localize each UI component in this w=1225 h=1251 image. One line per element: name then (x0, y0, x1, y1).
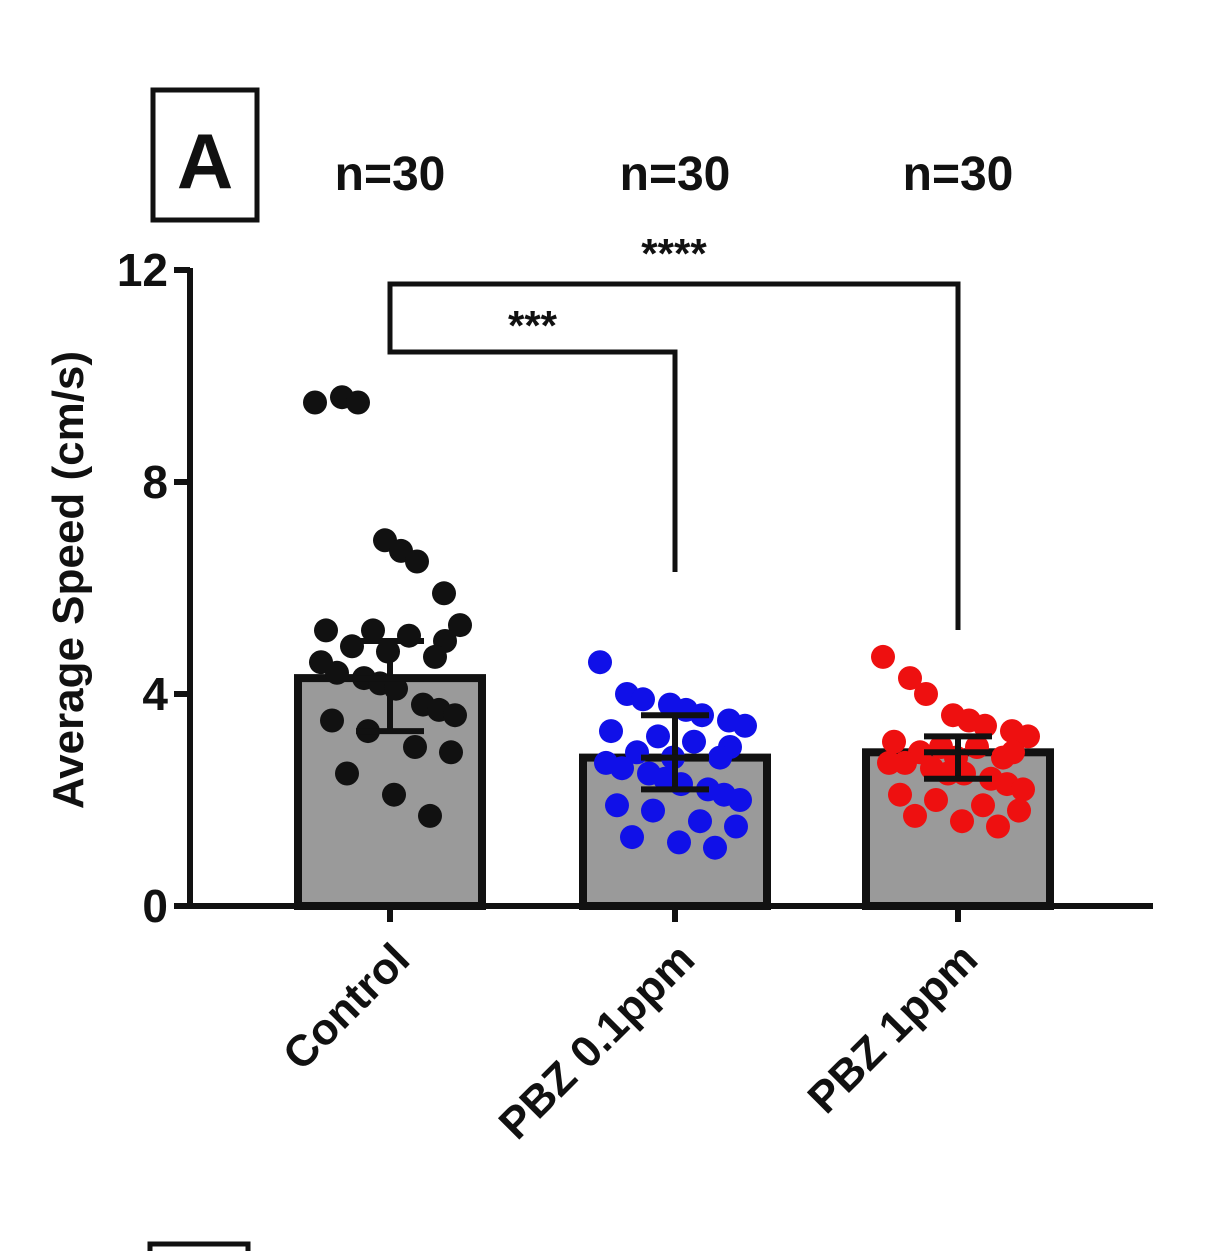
next-panel-box-edge (147, 1241, 251, 1251)
significance-bracket (387, 326, 678, 572)
data-point (682, 729, 706, 754)
data-point (903, 803, 927, 828)
data-point (703, 835, 727, 860)
significance-bracket (387, 281, 961, 630)
data-point (325, 660, 349, 685)
data-point (382, 782, 406, 807)
data-point (423, 644, 447, 669)
data-point (1007, 798, 1031, 823)
data-point (405, 549, 429, 574)
data-point (950, 809, 974, 834)
x-tick-label: PBZ 0.1ppm (490, 934, 704, 1148)
data-point (973, 713, 997, 738)
data-point (432, 581, 456, 606)
data-point (708, 745, 732, 770)
significance-label: **** (641, 230, 707, 277)
data-point (688, 809, 712, 834)
data-point (888, 782, 912, 807)
data-point (971, 793, 995, 818)
data-point (991, 745, 1015, 770)
data-point (893, 750, 917, 775)
data-point (724, 814, 748, 839)
data-point (418, 803, 442, 828)
data-point (641, 798, 665, 823)
data-point (631, 687, 655, 712)
sample-size-label: n=30 (335, 148, 446, 201)
data-point (1016, 724, 1040, 749)
data-point (588, 650, 612, 675)
data-point (397, 623, 421, 648)
data-point (320, 708, 344, 733)
data-point (448, 613, 472, 638)
y-tick-label: 12 (117, 244, 168, 296)
y-tick-label: 0 (142, 880, 168, 932)
data-point (871, 644, 895, 669)
significance-label: *** (508, 302, 558, 349)
y-tick-label: 8 (142, 456, 168, 508)
panel-label: A (177, 117, 233, 205)
data-point (346, 390, 370, 415)
data-point (314, 618, 338, 643)
data-point (898, 666, 922, 691)
data-point (882, 729, 906, 754)
data-point (1011, 777, 1035, 802)
panel-label-box (150, 87, 260, 223)
data-point (340, 634, 364, 659)
data-point (914, 682, 938, 706)
y-tick-label: 4 (142, 668, 168, 720)
data-point (667, 830, 691, 855)
sample-size-label: n=30 (903, 148, 1014, 201)
data-point (620, 825, 644, 850)
data-point (303, 390, 327, 415)
sample-size-label: n=30 (620, 148, 731, 201)
data-point (733, 713, 757, 738)
data-point (605, 793, 629, 818)
data-point (335, 761, 359, 786)
x-tick-label: PBZ 1ppm (799, 934, 987, 1122)
y-axis-title: Average Speed (cm/s) (44, 351, 93, 809)
data-point (646, 724, 670, 749)
data-point (361, 618, 385, 643)
data-point (728, 788, 752, 812)
data-point (599, 719, 623, 744)
data-point (439, 740, 463, 765)
data-point (986, 814, 1010, 839)
data-point (403, 735, 427, 759)
data-point (924, 788, 948, 812)
data-point (443, 703, 467, 728)
data-point (610, 756, 634, 781)
x-tick-label: Control (274, 934, 419, 1079)
